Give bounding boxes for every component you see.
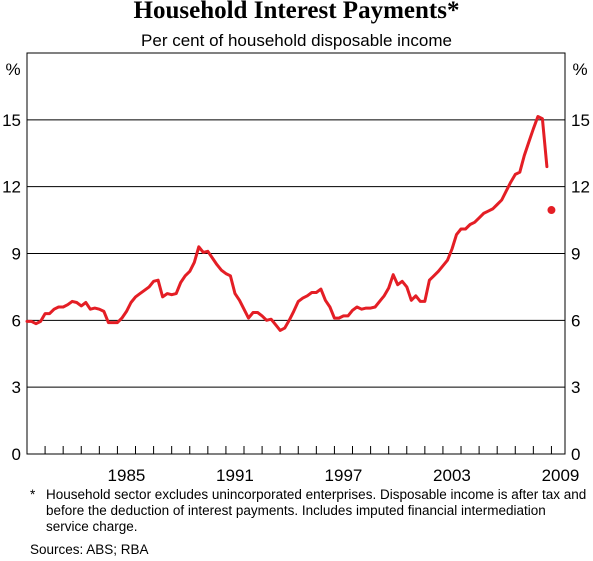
y-tick-label-left: 12: [2, 178, 21, 197]
x-axis-labels: 1985 1991 1997 2003 2009: [108, 466, 580, 485]
y-tick-label-right: 6: [571, 311, 580, 330]
series-point: [547, 206, 556, 215]
y-tick-label-left: 9: [12, 245, 21, 264]
y-axis-unit-left: %: [5, 60, 20, 79]
x-axis-ticks: [44, 446, 552, 454]
y-tick-label-right: 9: [571, 245, 580, 264]
x-tick-label: 1997: [325, 466, 363, 485]
chart-subtitle: Per cent of household disposable income: [141, 31, 452, 50]
y-tick-label-left: 3: [12, 378, 21, 397]
y-axis-left: 0 3 6 9 12 15: [2, 111, 21, 464]
plot-frame: [26, 52, 566, 455]
y-tick-label-left: 6: [12, 311, 21, 330]
gridlines: [27, 119, 565, 388]
y-tick-label-right: 0: [571, 445, 580, 464]
y-tick-label-right: 3: [571, 378, 580, 397]
sources-note: Sources: ABS; RBA: [30, 542, 149, 557]
series-line: [25, 115, 549, 332]
y-tick-label-right: 15: [571, 111, 590, 130]
y-tick-label-right: 12: [571, 178, 590, 197]
series-layer: [25, 115, 556, 332]
y-tick-label-left: 15: [2, 111, 21, 130]
x-tick-label: 2003: [433, 466, 471, 485]
footnote-text: Household sector excludes unincorporated…: [46, 487, 587, 534]
chart-title: Household Interest Payments*: [133, 0, 460, 24]
x-tick-label: 2009: [542, 466, 580, 485]
y-tick-label-left: 0: [12, 445, 21, 464]
x-tick-label: 1985: [108, 466, 146, 485]
x-tick-label: 1991: [216, 466, 254, 485]
footnote-marker: *: [30, 487, 36, 502]
y-axis-unit-right: %: [572, 60, 587, 79]
footnote: * Household sector excludes unincorporat…: [30, 487, 590, 535]
y-axis-right: 0 3 6 9 12 15: [571, 111, 590, 464]
